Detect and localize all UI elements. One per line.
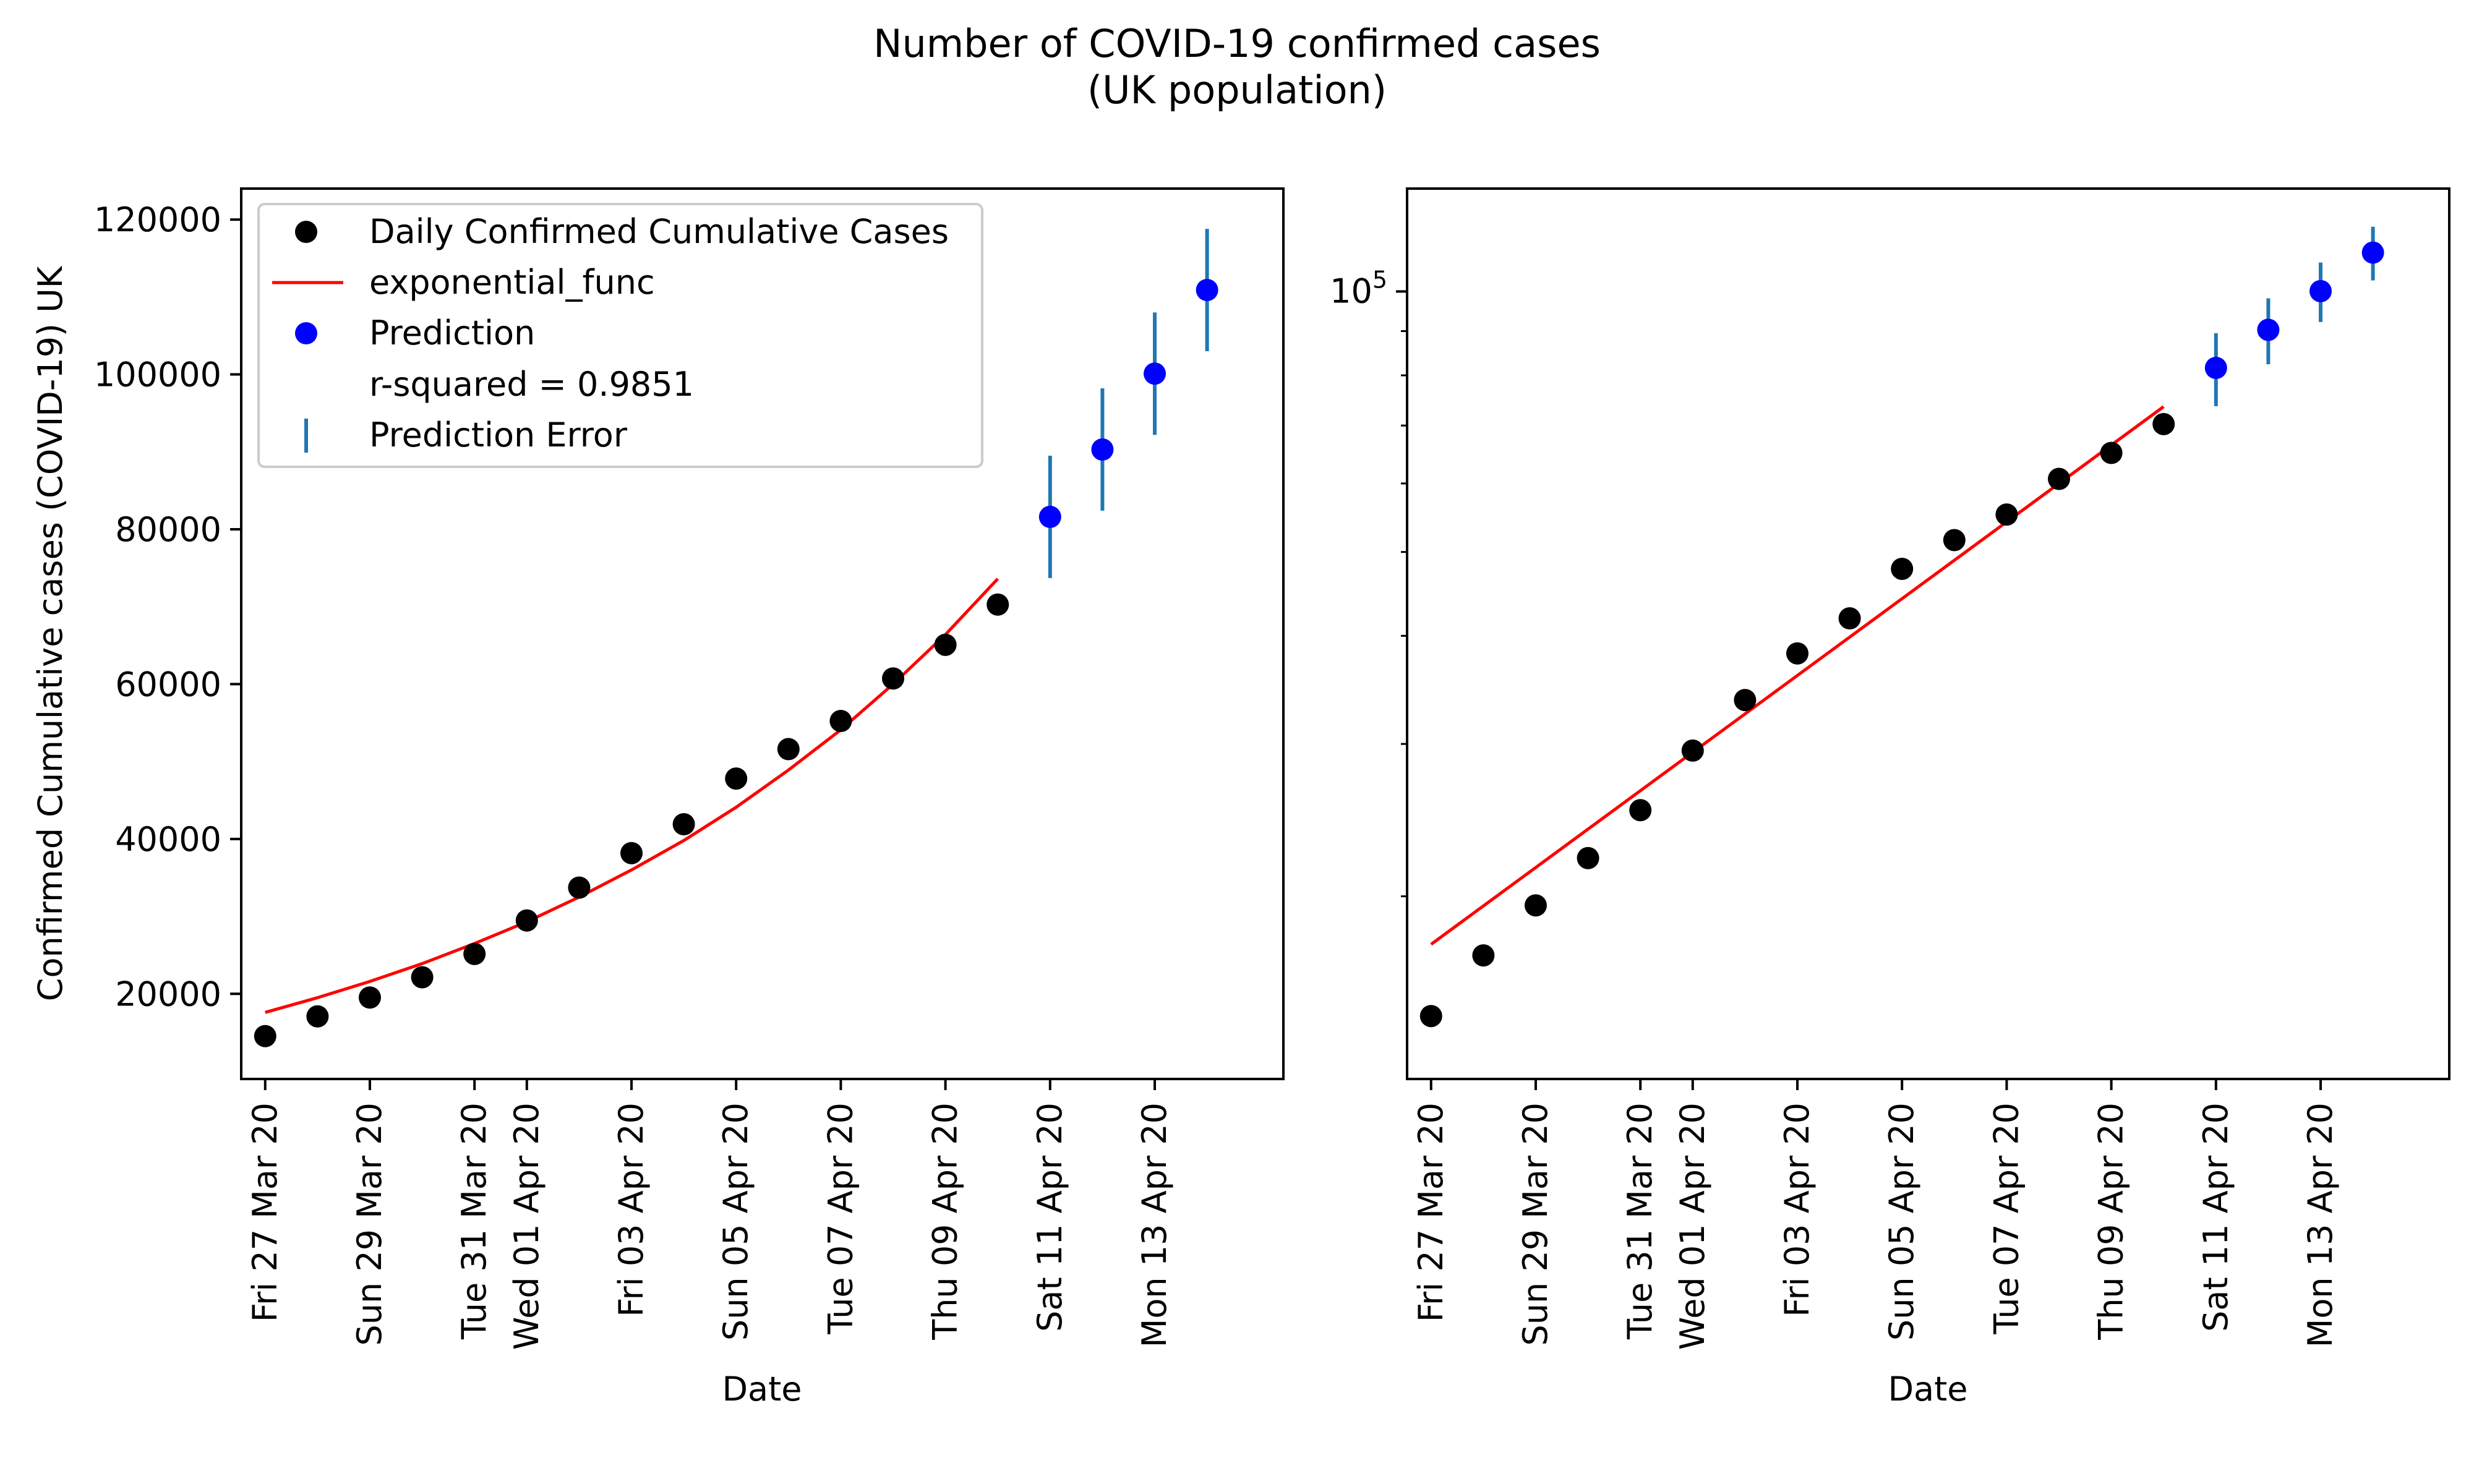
prediction-point	[2204, 357, 2227, 380]
right-x-axis-label: Date	[1888, 1370, 1967, 1409]
observed-point	[829, 709, 852, 732]
observed-point	[987, 593, 1009, 616]
left-y-axis-label: Confirmed Cumulative cases (COVID-19) UK	[31, 265, 70, 1001]
legend-entry-r-squared-label: r-squared = 0.9851	[369, 365, 694, 404]
observed-point	[882, 667, 905, 690]
right-x-axis-ticks: Fri 27 Mar 20 Sun 29 Mar 20 Tue 31 Mar 20 W…	[1411, 1079, 2340, 1350]
legend-entry-fit-label: exponential_func	[369, 263, 655, 302]
observed-point	[1419, 1005, 1442, 1028]
observed-point	[620, 842, 643, 864]
figure-title-line2: (UK population)	[1087, 67, 1387, 113]
prediction-point	[2309, 279, 2332, 302]
prediction-point	[1038, 505, 1061, 528]
legend-frame	[257, 203, 983, 468]
prediction-point	[1091, 438, 1114, 461]
prediction-point	[2361, 241, 2384, 264]
x-tick-label: Wed 01 Apr 20	[1673, 1102, 1712, 1350]
y-tick-label: 60000	[115, 665, 221, 704]
figure-title-line1: Number of COVID-19 confirmed cases	[873, 21, 1601, 66]
observed-point	[1943, 529, 1966, 552]
observed-point	[1995, 503, 2018, 526]
x-tick-label: Sat 11 Apr 20	[2196, 1102, 2235, 1332]
left-plot-area	[254, 229, 1218, 1047]
observed-point	[2048, 467, 2071, 490]
x-tick-label: Mon 13 Apr 20	[2301, 1102, 2340, 1347]
x-tick-label: Tue 07 Apr 20	[821, 1102, 860, 1335]
left-legend: Daily Confirmed Cumulative Cases exponen…	[257, 203, 983, 468]
legend-handles	[272, 221, 343, 453]
legend-observed-marker	[295, 221, 317, 243]
prediction-point	[2257, 318, 2280, 341]
x-tick-label: Sat 11 Apr 20	[1030, 1102, 1069, 1332]
x-tick-label: Sun 29 Mar 20	[1516, 1102, 1555, 1346]
observed-point	[1891, 557, 1914, 580]
y-tick-label: 105	[1330, 266, 1387, 310]
left-x-axis-label: Date	[722, 1370, 802, 1409]
observed-point	[1577, 846, 1599, 869]
y-tick-label: 40000	[115, 820, 221, 859]
observed-point	[463, 942, 486, 965]
observed-point	[358, 986, 381, 1009]
x-tick-label: Tue 07 Apr 20	[1987, 1102, 2026, 1335]
right-panel: Fri 27 Mar 20 Sun 29 Mar 20 Tue 31 Mar 20 W…	[1330, 187, 2450, 1409]
x-tick-label: Sun 29 Mar 20	[350, 1102, 389, 1346]
observed-point	[672, 812, 695, 835]
x-tick-label: Fri 27 Mar 20	[246, 1102, 285, 1322]
exponential-fit-line	[265, 578, 999, 1014]
x-tick-label: Fri 03 Apr 20	[612, 1102, 651, 1317]
y-tick-label: 20000	[115, 974, 221, 1013]
observed-point	[254, 1025, 276, 1047]
observed-point	[1786, 642, 1808, 665]
x-tick-label: Sun 05 Apr 20	[1882, 1102, 1921, 1341]
observed-point	[934, 633, 957, 656]
x-tick-label: Mon 13 Apr 20	[1135, 1102, 1174, 1347]
y-tick-label: 100000	[94, 356, 221, 394]
observed-point	[1472, 944, 1495, 967]
y-tick-label: 80000	[115, 510, 221, 549]
left-panel: Fri 27 Mar 20 Sun 29 Mar 20 Tue 31 Mar 20 W…	[31, 187, 1285, 1409]
x-tick-label: Tue 31 Mar 20	[1620, 1102, 1659, 1340]
observed-point	[2100, 441, 2123, 464]
observed-point	[2152, 412, 2175, 435]
exponential-fit-line	[1430, 405, 2165, 946]
observed-point	[568, 876, 591, 899]
left-axes-frame	[240, 187, 1285, 1080]
observed-point	[1838, 607, 1861, 630]
observed-point	[777, 738, 800, 761]
observed-point	[1681, 739, 1704, 762]
observed-point	[1629, 799, 1652, 822]
y-tick-label: 120000	[94, 200, 221, 239]
observed-point	[411, 966, 434, 989]
left-x-axis-ticks: Fri 27 Mar 20 Sun 29 Mar 20 Tue 31 Mar 20 W…	[246, 1079, 1174, 1350]
x-tick-label: Fri 27 Mar 20	[1411, 1102, 1450, 1322]
right-y-axis-ticks: 105	[1330, 266, 1407, 898]
legend-entry-error-label: Prediction Error	[369, 416, 628, 454]
right-axes-frame	[1406, 187, 2450, 1080]
legend-prediction-marker	[295, 322, 317, 344]
x-tick-label: Fri 03 Apr 20	[1778, 1102, 1817, 1317]
prediction-point	[1144, 362, 1166, 385]
x-tick-label: Thu 09 Apr 20	[926, 1102, 965, 1341]
legend-entry-prediction-label: Prediction	[369, 313, 535, 352]
right-plot-area	[1419, 226, 2384, 1028]
x-tick-label: Tue 31 Mar 20	[455, 1102, 494, 1340]
observed-point	[1734, 689, 1757, 712]
left-y-axis-ticks: 20000 40000 60000 80000 100000 120000	[94, 200, 241, 1013]
observed-point	[515, 909, 538, 932]
x-tick-label: Wed 01 Apr 20	[507, 1102, 546, 1350]
x-tick-label: Sun 05 Apr 20	[716, 1102, 755, 1341]
x-tick-label: Thu 09 Apr 20	[2092, 1102, 2131, 1341]
prediction-point	[1196, 279, 1218, 302]
observed-point	[725, 767, 748, 790]
observed-point	[306, 1005, 329, 1028]
legend-entry-observed-label: Daily Confirmed Cumulative Cases	[369, 212, 949, 251]
observed-point	[1524, 894, 1547, 917]
